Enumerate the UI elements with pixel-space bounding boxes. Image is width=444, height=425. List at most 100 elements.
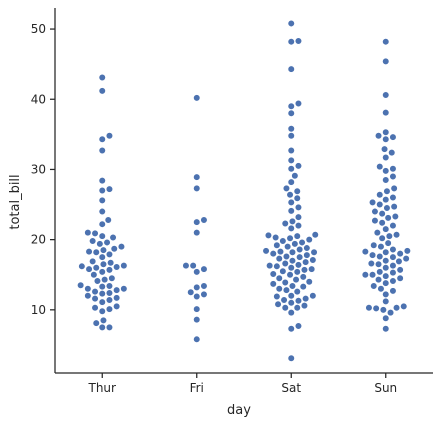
data-point-sat: [294, 297, 303, 305]
data-point-thur: [85, 247, 93, 256]
data-point-thur: [101, 276, 109, 284]
data-point-sat: [281, 278, 289, 287]
data-point-sat: [294, 203, 303, 211]
data-point-sun: [370, 282, 378, 290]
data-point-sat: [309, 256, 317, 264]
x-tick-label-sun: Sun: [374, 381, 397, 395]
data-point-sun: [389, 262, 397, 270]
data-point-sun: [368, 198, 377, 207]
data-point-sat: [309, 292, 317, 300]
data-point-sun: [392, 304, 401, 312]
data-point-sun: [390, 203, 398, 211]
data-point-sat: [300, 302, 309, 310]
data-point-sat: [269, 280, 277, 288]
data-point-sat: [266, 262, 274, 270]
data-point-sun: [388, 149, 396, 157]
data-point-sun: [382, 38, 390, 46]
data-point-thur: [92, 319, 100, 327]
data-point-sat: [284, 243, 292, 251]
data-point-sat: [299, 283, 307, 291]
data-point-thur: [105, 289, 114, 297]
data-point-thur: [84, 229, 92, 237]
data-point-thur: [98, 73, 106, 82]
data-point-sun: [378, 219, 386, 227]
data-point-thur: [120, 262, 128, 270]
data-point-sat: [291, 172, 299, 180]
data-point-sun: [389, 193, 397, 202]
data-point-sun: [389, 172, 397, 181]
data-point-thur: [98, 253, 106, 261]
data-point-thur: [93, 277, 102, 285]
data-point-sun: [390, 184, 398, 192]
data-point-sat: [293, 268, 301, 276]
data-point-sat: [274, 300, 282, 308]
data-point-sun: [382, 196, 390, 204]
data-point-sun: [382, 176, 390, 184]
data-point-fri: [193, 94, 201, 102]
data-point-sun: [386, 309, 395, 317]
data-point-sat: [286, 234, 294, 242]
data-point-sat: [288, 217, 297, 225]
data-point-thur: [105, 132, 114, 140]
data-point-sun: [382, 272, 390, 280]
data-point-thur: [98, 146, 106, 155]
x-tick-label-thur: Thur: [88, 381, 117, 395]
data-point-thur: [98, 307, 106, 315]
data-point-thur: [96, 240, 104, 248]
data-point-sat: [276, 247, 285, 256]
data-point-fri: [193, 173, 201, 181]
data-point-sat: [287, 156, 295, 164]
data-point-thur: [105, 250, 114, 258]
data-point-sat: [293, 194, 301, 202]
data-point-fri: [182, 262, 190, 270]
data-point-sat: [287, 165, 295, 173]
data-point-thur: [113, 302, 121, 310]
data-point-sun: [379, 306, 387, 314]
data-point-thur: [98, 196, 106, 204]
data-point-sun: [374, 260, 383, 268]
data-point-sat: [279, 237, 287, 245]
data-point-fri: [193, 335, 201, 343]
data-point-fri: [200, 282, 208, 290]
data-point-sat: [299, 273, 307, 281]
data-point-thur: [77, 281, 85, 289]
data-point-sat: [302, 258, 310, 266]
data-point-sun: [402, 254, 410, 263]
data-point-thur: [98, 220, 106, 228]
y-tick-label: 50: [31, 22, 46, 36]
data-point-sat: [275, 285, 283, 293]
data-point-sun: [382, 167, 390, 175]
data-point-sat: [282, 286, 291, 294]
data-point-sun: [377, 285, 385, 293]
data-point-sun: [382, 290, 390, 298]
y-tick-label: 20: [31, 233, 46, 247]
data-point-sat: [302, 295, 310, 303]
data-point-sat: [273, 241, 281, 249]
data-point-sat: [300, 266, 309, 274]
data-point-sun: [368, 251, 377, 259]
data-point-sat: [269, 250, 277, 258]
data-point-thur: [108, 274, 116, 282]
data-point-sun: [382, 248, 390, 256]
data-point-thur: [109, 233, 117, 242]
data-point-sun: [389, 222, 397, 230]
data-point-fri: [193, 229, 201, 237]
data-point-sat: [303, 251, 311, 259]
data-point-fri: [193, 305, 201, 313]
data-point-sun: [380, 145, 389, 153]
data-point-sat: [294, 37, 303, 45]
data-point-sun: [382, 279, 390, 287]
data-point-thur: [110, 245, 118, 253]
data-point-sat: [293, 232, 301, 240]
data-point-sat: [288, 282, 297, 290]
data-point-sat: [262, 247, 270, 255]
data-point-thur: [91, 287, 99, 296]
data-point-sun: [389, 245, 397, 254]
data-point-sat: [293, 304, 301, 312]
data-point-thur: [98, 177, 106, 185]
data-point-thur: [98, 290, 106, 298]
data-point-sun: [382, 91, 390, 99]
data-point-sun: [376, 268, 384, 276]
data-point-sun: [383, 204, 391, 212]
data-point-sat: [310, 248, 318, 256]
